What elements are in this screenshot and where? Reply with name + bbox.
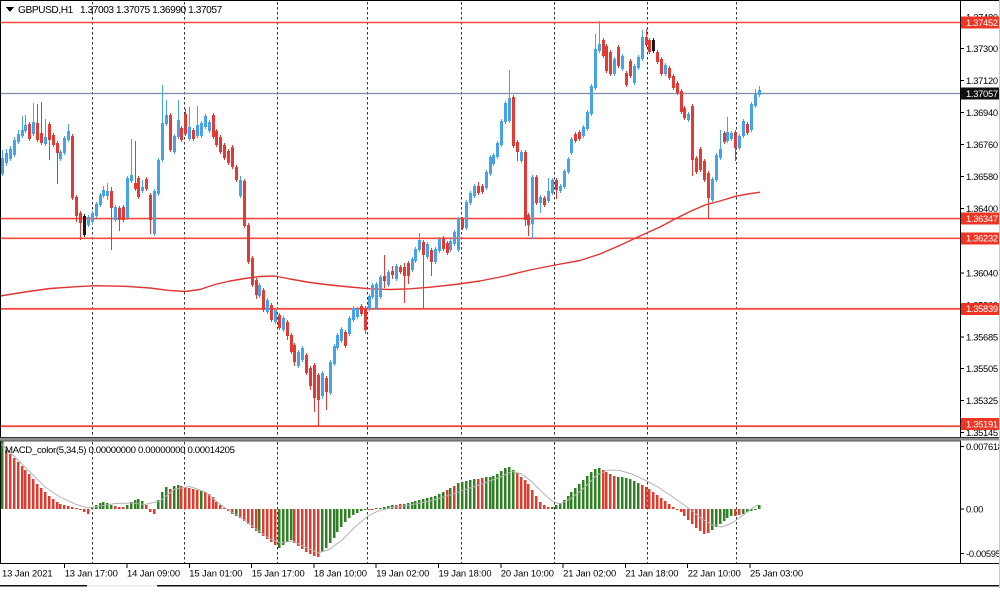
svg-text:1.37057: 1.37057: [966, 88, 998, 99]
svg-text:1.36580: 1.36580: [966, 171, 998, 182]
svg-text:1.35145: 1.35145: [966, 427, 998, 438]
svg-text:19 Jan 18:00: 19 Jan 18:00: [439, 568, 492, 579]
svg-text:13 Jan 2021: 13 Jan 2021: [2, 568, 53, 579]
svg-text:1.36940: 1.36940: [966, 107, 998, 118]
svg-text:19 Jan 02:00: 19 Jan 02:00: [376, 568, 429, 579]
svg-text:0.0076185: 0.0076185: [966, 441, 1000, 452]
svg-text:21 Jan 18:00: 21 Jan 18:00: [625, 568, 678, 579]
svg-text:1.35839: 1.35839: [966, 303, 998, 314]
svg-text:1.37300: 1.37300: [966, 43, 998, 54]
svg-text:21 Jan 02:00: 21 Jan 02:00: [563, 568, 616, 579]
svg-text:1.35685: 1.35685: [966, 331, 998, 342]
svg-text:-0.005957: -0.005957: [966, 548, 1000, 559]
svg-text:MACD_color(5,34,5) 0.00000000: MACD_color(5,34,5) 0.00000000 0.00000000…: [5, 445, 235, 456]
svg-text:13 Jan 17:00: 13 Jan 17:00: [65, 568, 118, 579]
svg-text:1.36400: 1.36400: [966, 203, 998, 214]
svg-text:1.36232: 1.36232: [966, 233, 998, 244]
svg-text:1.36040: 1.36040: [966, 267, 998, 278]
svg-text:18 Jan 10:00: 18 Jan 10:00: [314, 568, 367, 579]
svg-text:0.00: 0.00: [966, 503, 983, 514]
svg-text:25 Jan 03:00: 25 Jan 03:00: [750, 568, 803, 579]
svg-text:14 Jan 09:00: 14 Jan 09:00: [127, 568, 180, 579]
svg-text:1.36347: 1.36347: [966, 213, 998, 224]
svg-text:22 Jan 10:00: 22 Jan 10:00: [688, 568, 741, 579]
svg-text:1.37452: 1.37452: [966, 17, 998, 28]
svg-text:1.37120: 1.37120: [966, 75, 998, 86]
svg-text:15 Jan 01:00: 15 Jan 01:00: [189, 568, 242, 579]
svg-text:20 Jan 10:00: 20 Jan 10:00: [501, 568, 554, 579]
svg-text:1.35325: 1.35325: [966, 395, 998, 406]
svg-text:1.35505: 1.35505: [966, 363, 998, 374]
svg-text:1.35191: 1.35191: [966, 419, 998, 430]
svg-text:15 Jan 17:00: 15 Jan 17:00: [252, 568, 305, 579]
svg-text:1.36760: 1.36760: [966, 139, 998, 150]
svg-text:GBPUSD,H1 1.37003 1.37075 1.: GBPUSD,H1 1.37003 1.37075 1.36990 1.3705…: [18, 5, 223, 16]
